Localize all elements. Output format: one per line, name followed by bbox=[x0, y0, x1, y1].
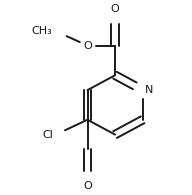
Text: Cl: Cl bbox=[43, 130, 54, 140]
Text: O: O bbox=[111, 4, 119, 14]
Text: N: N bbox=[145, 85, 154, 95]
Text: O: O bbox=[83, 181, 92, 191]
Text: CH₃: CH₃ bbox=[32, 26, 53, 36]
Text: O: O bbox=[83, 41, 92, 51]
